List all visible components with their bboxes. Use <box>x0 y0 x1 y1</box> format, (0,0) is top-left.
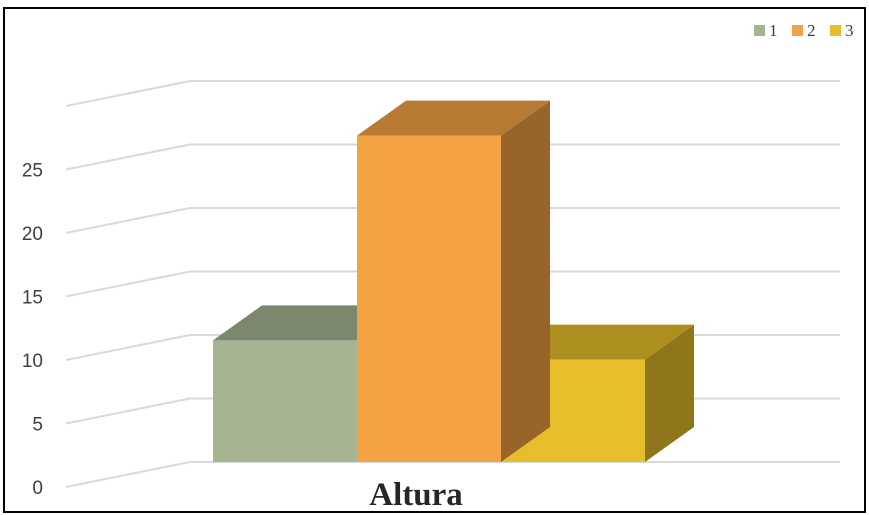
y-axis: 0 5 10 15 20 25 <box>22 161 43 500</box>
legend-label: 3 <box>845 21 854 40</box>
gridline-side <box>65 397 191 425</box>
y-tick-label: 25 <box>22 161 43 182</box>
gridline-side <box>65 270 191 298</box>
bar-series-2 <box>357 135 501 462</box>
legend-label: 1 <box>769 21 778 40</box>
legend-swatch <box>830 25 841 36</box>
bar-top-series-2 <box>357 100 550 136</box>
y-tick-label: 15 <box>22 288 43 309</box>
legend: 1 2 3 <box>754 21 854 40</box>
bar-series-1 <box>213 340 357 462</box>
category-label: Altura <box>369 477 463 513</box>
gridline-side <box>65 207 191 234</box>
gridline-side <box>65 334 191 361</box>
y-tick-label: 0 <box>32 478 43 499</box>
bar-side-series-3 <box>645 324 694 462</box>
y-tick-label: 5 <box>32 415 43 436</box>
legend-swatch <box>754 25 765 36</box>
legend-swatch <box>792 25 803 36</box>
bars <box>213 100 694 462</box>
legend-label: 2 <box>807 21 816 40</box>
gridline-side <box>65 80 191 107</box>
y-tick-label: 10 <box>22 351 43 372</box>
y-tick-label: 20 <box>22 224 43 245</box>
gridline-side <box>65 143 191 171</box>
gridline-side <box>65 461 191 488</box>
bar-side-series-2 <box>501 100 550 462</box>
